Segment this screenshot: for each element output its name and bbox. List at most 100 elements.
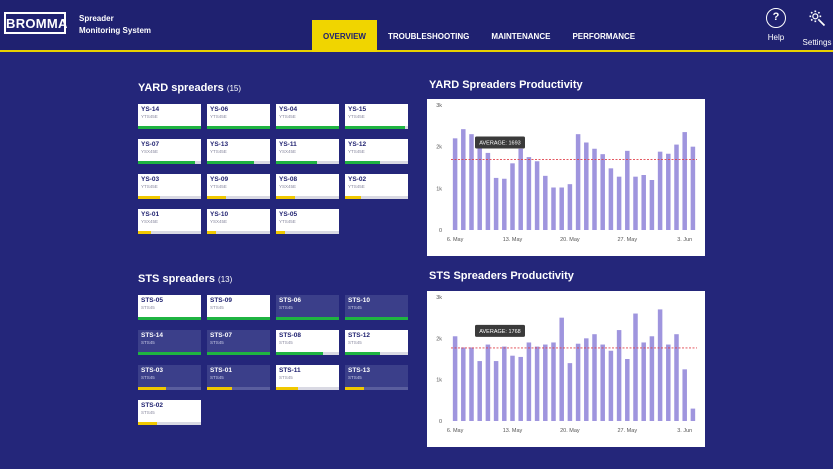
x-tick-label: 3. Jun [677, 237, 692, 243]
yard-chart-svg: 0 1k 2k 3k 6. May 13. May 20. May 27. May 3. Jun… [436, 103, 697, 243]
spreader-card[interactable]: STS-02 STS45 [138, 400, 201, 425]
bar [616, 176, 622, 230]
bar [666, 153, 671, 230]
bar [567, 363, 573, 421]
spreader-card[interactable]: YS-12 YTS45E [345, 139, 408, 164]
spreader-level-bar [345, 387, 408, 390]
spreader-card[interactable]: YS-05 YTS45E [276, 209, 339, 234]
bromma-logo[interactable]: BROMMA [4, 12, 68, 34]
bar [608, 168, 614, 230]
spreader-level-bar [138, 422, 201, 425]
spreader-card[interactable]: STS-11 STS45 [276, 365, 339, 390]
y-tick-label: 1k [436, 186, 442, 192]
bar [674, 144, 679, 230]
bar [592, 334, 597, 421]
spreader-level-fill [138, 126, 201, 129]
spreader-level-fill [207, 387, 233, 390]
bar [551, 187, 556, 230]
spreader-card[interactable]: STS-12 STS45 [345, 330, 408, 355]
spreader-card[interactable]: STS-10 STS45 [345, 295, 408, 320]
spreader-id: STS-14 [141, 332, 164, 339]
bar [518, 148, 523, 230]
sts-spreader-grid: STS-05 STS45 STS-09 STS45 STS-06 STS45 STS-10 S… [138, 295, 408, 435]
spreader-id: STS-10 [348, 297, 371, 304]
spreader-card[interactable]: STS-03 STS45 [138, 365, 201, 390]
bar [485, 344, 491, 421]
spreader-level-bar [138, 161, 201, 164]
spreader-id: STS-11 [279, 367, 301, 374]
bar [461, 129, 466, 230]
yard-spreader-grid: YS-14 YTS45E YS-06 YTS45E YS-04 YTS45E YS-15 YT… [138, 104, 408, 244]
spreader-level-fill [207, 352, 270, 355]
spreader-card[interactable]: YS-09 YTS45E [207, 174, 270, 199]
spreader-level-bar [276, 196, 339, 199]
bar [666, 344, 671, 421]
spreader-card[interactable]: STS-13 STS45 [345, 365, 408, 390]
tab-overview[interactable]: OVERVIEW [312, 20, 377, 52]
tab-troubleshooting[interactable]: TROUBLESHOOTING [387, 31, 470, 41]
spreader-level-fill [138, 387, 167, 390]
bar [452, 336, 458, 421]
spreader-id: STS-01 [210, 367, 233, 374]
spreader-level-bar [207, 387, 270, 390]
spreader-card[interactable]: YS-07 YSX45E [138, 139, 201, 164]
spreader-card[interactable]: YS-15 YTS45E [345, 104, 408, 129]
spreader-model: STS45 [279, 375, 293, 380]
spreader-level-bar [138, 231, 201, 234]
spreader-id: YS-05 [279, 211, 298, 218]
y-tick-label: 3k [436, 295, 442, 301]
logo-text: BROMMA [6, 16, 68, 31]
spreader-model: YTS45E [348, 114, 365, 119]
spreader-card[interactable]: STS-05 STS45 [138, 295, 201, 320]
spreader-id: YS-04 [279, 106, 298, 113]
spreader-level-bar [207, 126, 270, 129]
spreader-card[interactable]: YS-10 YSX45E [207, 209, 270, 234]
spreader-model: STS45 [348, 375, 362, 380]
spreader-level-fill [276, 231, 286, 234]
yard-chart-title: YARD Spreaders Productivity [429, 79, 583, 91]
spreader-level-fill [345, 352, 380, 355]
spreader-card[interactable]: YS-06 YTS45E [207, 104, 270, 129]
spreader-model: STS45 [141, 375, 155, 380]
spreader-card[interactable]: YS-14 YTS45E [138, 104, 201, 129]
spreader-card[interactable]: YS-01 YSX45E [138, 209, 201, 234]
spreader-level-fill [276, 387, 299, 390]
spreader-card[interactable]: STS-14 STS45 [138, 330, 201, 355]
spreader-id: STS-06 [279, 297, 302, 304]
spreader-level-bar [345, 352, 408, 355]
bar [543, 175, 548, 230]
spreader-card[interactable]: YS-08 YSX45E [276, 174, 339, 199]
tab-performance[interactable]: PERFORMANCE [572, 31, 636, 41]
spreader-model: STS45 [279, 340, 293, 345]
help-button[interactable]: ? Help [756, 8, 796, 42]
spreader-card[interactable]: STS-07 STS45 [207, 330, 270, 355]
bar [674, 334, 679, 421]
spreader-level-fill [345, 196, 361, 199]
tab-maintenance[interactable]: MAINTENANCE [491, 31, 551, 41]
bar [510, 355, 515, 421]
spreader-card[interactable]: YS-02 YTS45E [345, 174, 408, 199]
settings-button[interactable]: Settings [797, 8, 833, 47]
spreader-card[interactable]: YS-11 YSX45E [276, 139, 339, 164]
spreader-level-bar [276, 161, 339, 164]
bar [534, 161, 540, 230]
bar [493, 361, 499, 421]
spreader-level-fill [207, 231, 217, 234]
spreader-card[interactable]: STS-09 STS45 [207, 295, 270, 320]
bar [633, 313, 638, 421]
spreader-card[interactable]: YS-04 YTS45E [276, 104, 339, 129]
spreader-card[interactable]: STS-08 STS45 [276, 330, 339, 355]
yard-section-title: YARD spreaders (15) [138, 82, 241, 94]
spreader-id: YS-06 [210, 106, 229, 113]
spreader-card[interactable]: STS-01 STS45 [207, 365, 270, 390]
spreader-id: YS-03 [141, 176, 160, 183]
spreader-card[interactable]: STS-06 STS45 [276, 295, 339, 320]
spreader-level-fill [276, 317, 339, 320]
spreader-card[interactable]: YS-13 YTS45E [207, 139, 270, 164]
sts-chart-svg: 0 1k 2k 3k 6. May 13. May 20. May 27. May 3. Jun… [436, 295, 697, 434]
bar [641, 342, 646, 421]
spreader-card[interactable]: YS-03 YTS45E [138, 174, 201, 199]
spreader-level-fill [207, 161, 255, 164]
spreader-id: STS-08 [279, 332, 302, 339]
spreader-level-fill [207, 126, 270, 129]
